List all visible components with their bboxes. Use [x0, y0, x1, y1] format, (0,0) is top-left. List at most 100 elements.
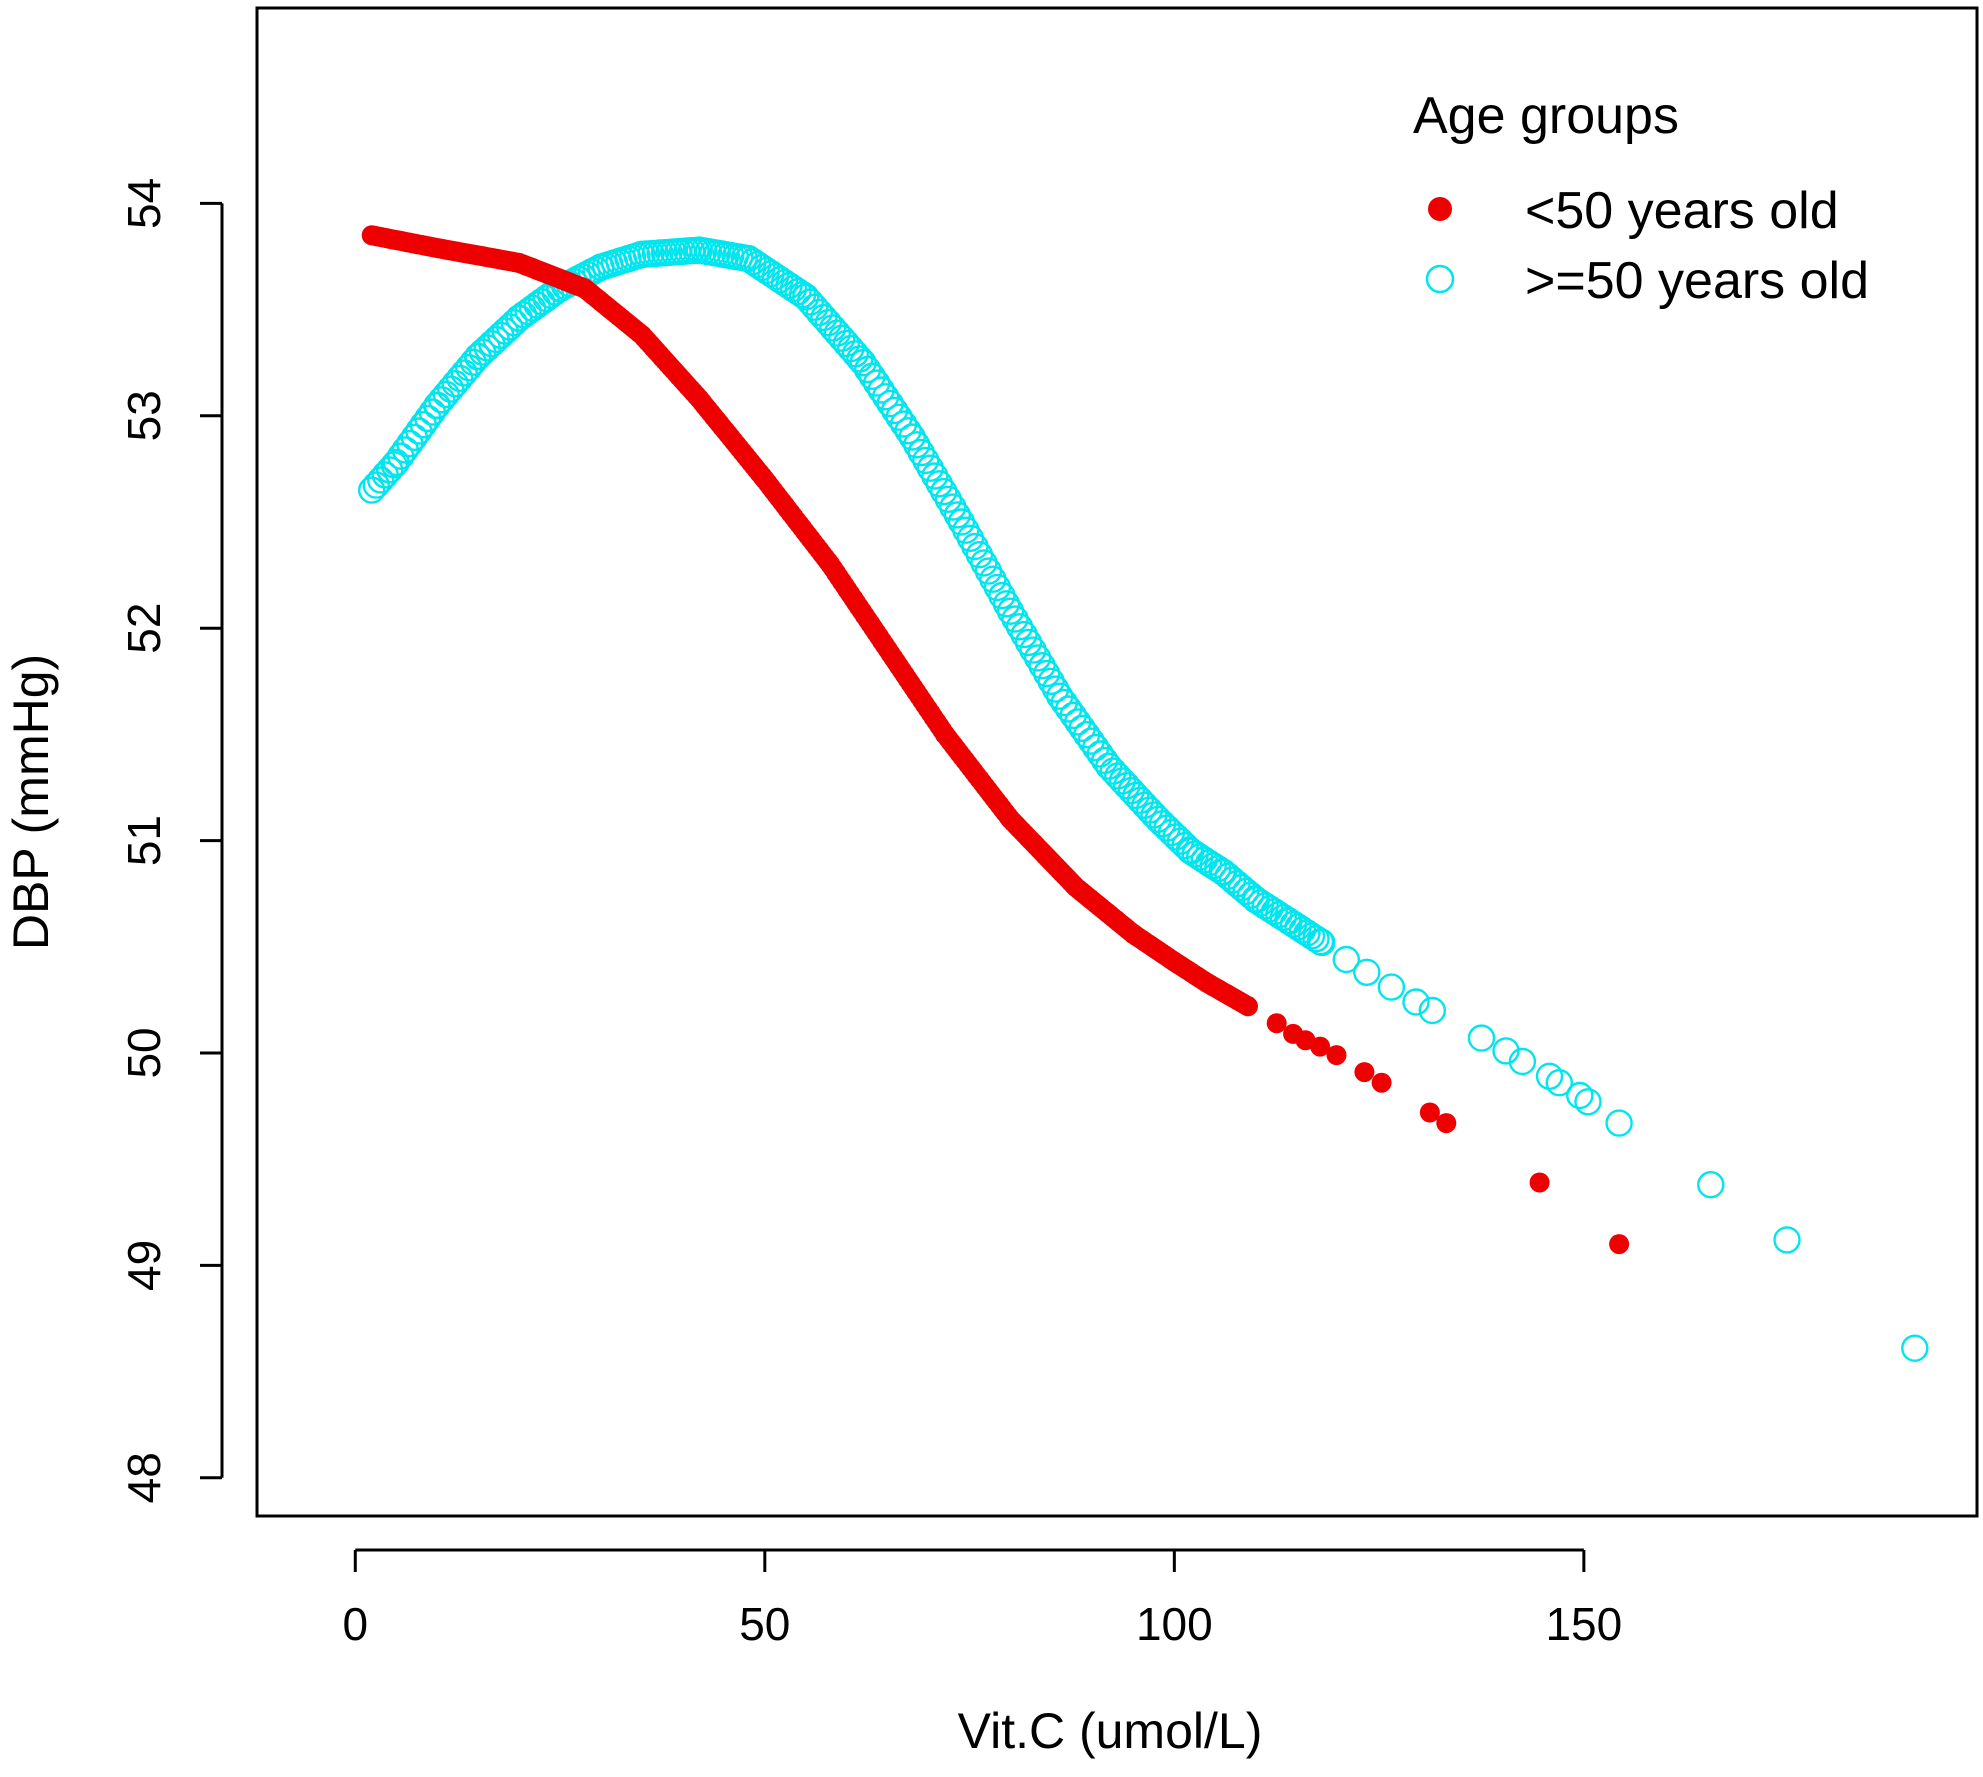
point-old-154 — [1019, 636, 1047, 664]
point-old-133 — [925, 470, 953, 498]
point-old-137 — [943, 501, 971, 529]
y-tick-label-52: 52 — [118, 603, 170, 654]
point-young-316 — [1326, 1045, 1347, 1066]
point-old-224 — [1353, 958, 1381, 986]
point-old-230 — [1508, 1047, 1537, 1076]
point-old-236 — [1697, 1170, 1725, 1199]
y-tick-label-54: 54 — [118, 178, 170, 229]
point-old-39 — [518, 294, 547, 322]
legend: Age groups <50 years old >=50 years old — [1413, 87, 1869, 310]
x-axis-title: Vit.C (umol/L) — [958, 1703, 1263, 1759]
point-old-130 — [912, 446, 940, 475]
point-old-155 — [1023, 644, 1052, 672]
point-old-136 — [939, 493, 967, 521]
point-old-120 — [867, 376, 895, 404]
point-old-223 — [1332, 945, 1361, 974]
point-old-152 — [1010, 620, 1038, 649]
point-old-42 — [532, 284, 560, 313]
x-axis: 0 50 100 150 — [342, 1548, 1622, 1650]
point-old-36 — [505, 304, 533, 332]
point-young-321 — [1529, 1172, 1550, 1193]
y-tick-label-53: 53 — [118, 390, 170, 441]
legend-label-young: <50 years old — [1525, 182, 1839, 240]
y-axis: 48 49 50 51 52 53 54 — [118, 178, 224, 1503]
legend-marker-young — [1428, 197, 1452, 221]
legend-title: Age groups — [1413, 87, 1679, 145]
point-old-104 — [796, 288, 824, 316]
point-old-109 — [819, 314, 847, 342]
point-old-226 — [1402, 988, 1430, 1016]
point-old-38 — [514, 297, 542, 326]
point-young-318 — [1371, 1072, 1392, 1093]
point-old-220 — [1302, 925, 1330, 953]
point-old-34 — [500, 309, 528, 337]
point-old-225 — [1377, 973, 1406, 1001]
point-old-237 — [1773, 1226, 1801, 1254]
point-old-4 — [376, 456, 404, 484]
point-old-204 — [1236, 881, 1265, 909]
point-old-228 — [1467, 1024, 1496, 1052]
point-old-156 — [1028, 652, 1056, 680]
point-old-106 — [805, 298, 833, 327]
point-old-210 — [1260, 898, 1289, 926]
point-young-322 — [1609, 1234, 1630, 1255]
point-old-116 — [849, 349, 877, 377]
point-old-194 — [1194, 849, 1223, 877]
point-old-218 — [1293, 919, 1321, 947]
point-old-108 — [814, 309, 842, 337]
point-old-178 — [1126, 786, 1155, 814]
point-old-134 — [930, 477, 958, 506]
point-old-37 — [509, 301, 538, 329]
x-tick-label-150: 150 — [1545, 1598, 1622, 1650]
y-tick-label-51: 51 — [118, 815, 170, 866]
y-axis-title: DBP (mmHg) — [3, 654, 59, 950]
point-old-124 — [885, 403, 913, 431]
point-old-177 — [1122, 781, 1150, 810]
y-tick-label-50: 50 — [118, 1027, 170, 1078]
point-old-234 — [1574, 1088, 1602, 1116]
point-old-21 — [446, 364, 474, 392]
point-old-222 — [1308, 928, 1336, 957]
point-young-315 — [1310, 1036, 1331, 1057]
point-old-112 — [832, 329, 860, 358]
point-old-103 — [792, 283, 820, 311]
point-old-122 — [876, 389, 904, 418]
point-old-5 — [380, 451, 408, 479]
point-old-150 — [1001, 605, 1029, 633]
point-old-105 — [801, 293, 829, 321]
point-old-153 — [1014, 628, 1043, 657]
point-old-24 — [459, 348, 487, 376]
point-old-121 — [871, 383, 900, 411]
point-old-18 — [432, 380, 460, 409]
point-old-107 — [810, 303, 838, 332]
point-old-151 — [1005, 613, 1034, 641]
point-old-148 — [992, 590, 1021, 618]
x-tick-label-100: 100 — [1136, 1598, 1213, 1650]
point-old-238 — [1901, 1334, 1929, 1362]
point-old-129 — [907, 438, 935, 467]
point-old-118 — [858, 362, 886, 390]
point-old-17 — [428, 386, 456, 414]
point-old-235 — [1605, 1109, 1633, 1137]
point-old-135 — [934, 485, 962, 513]
point-old-157 — [1032, 659, 1061, 688]
point-old-227 — [1418, 996, 1447, 1025]
point-old-1 — [362, 471, 390, 499]
point-old-128 — [903, 431, 931, 459]
point-old-111 — [828, 324, 856, 352]
legend-marker-old — [1425, 264, 1455, 294]
point-young-320 — [1436, 1113, 1457, 1134]
point-old-119 — [862, 369, 891, 397]
point-old-126 — [894, 417, 922, 445]
point-old-22 — [450, 359, 478, 387]
series-young — [361, 225, 1630, 1255]
y-tick-label-49: 49 — [118, 1240, 170, 1291]
point-old-123 — [880, 396, 909, 425]
y-tick-label-48: 48 — [118, 1452, 170, 1503]
x-tick-label-0: 0 — [342, 1598, 368, 1650]
point-young-317 — [1354, 1062, 1375, 1083]
series-old — [358, 236, 1929, 1362]
point-old-159 — [1041, 675, 1070, 703]
